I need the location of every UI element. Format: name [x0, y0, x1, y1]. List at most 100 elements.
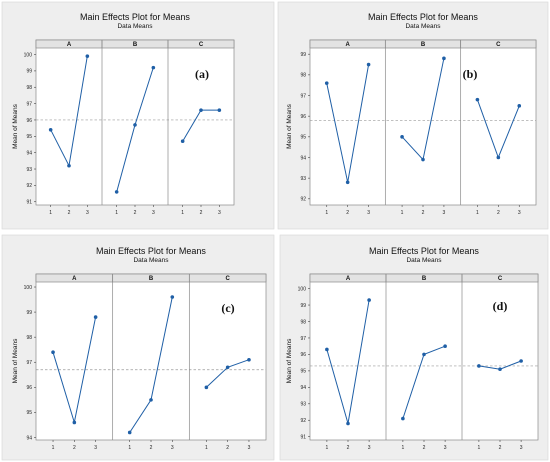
y-axis-label: Mean of Means	[286, 338, 293, 384]
factor-label: B	[133, 42, 138, 48]
panel-tag-label: (a)	[195, 67, 209, 81]
factor-label: B	[149, 276, 154, 282]
data-point	[443, 344, 447, 348]
x-tick-label: 3	[367, 210, 370, 216]
y-tick-label: 97	[300, 336, 306, 342]
panel-tag-label: (b)	[463, 67, 478, 81]
factor-label: A	[72, 276, 77, 282]
x-tick-label: 3	[152, 210, 155, 216]
x-tick-label: 2	[200, 210, 203, 216]
x-tick-label: 2	[73, 445, 76, 451]
y-tick-label: 96	[300, 352, 306, 358]
x-tick-label: 1	[325, 445, 328, 451]
y-tick-label: 95	[26, 410, 32, 416]
data-point	[346, 421, 350, 426]
data-point	[475, 97, 480, 102]
x-tick-label: 1	[128, 445, 131, 451]
y-tick-label: 100	[24, 52, 33, 58]
data-point	[324, 81, 329, 85]
x-tick-label: 2	[68, 210, 71, 216]
x-tick-label: 2	[226, 445, 229, 451]
chart-title: Main Effects Plot for Means	[96, 246, 206, 256]
y-tick-label: 98	[26, 335, 32, 341]
y-tick-label: 100	[298, 286, 307, 292]
data-point	[225, 365, 230, 370]
y-tick-label: 99	[26, 69, 32, 75]
y-tick-label: 94	[26, 435, 32, 441]
x-tick-label: 2	[347, 445, 350, 451]
data-point	[477, 364, 481, 368]
data-point	[247, 357, 251, 362]
y-axis-label: Mean of Means	[12, 103, 19, 149]
x-tick-label: 1	[401, 445, 404, 451]
data-point	[401, 416, 405, 421]
data-point	[217, 108, 222, 112]
x-tick-label: 1	[477, 445, 480, 451]
data-point	[366, 62, 371, 67]
data-point	[517, 104, 522, 108]
data-point	[496, 155, 501, 160]
plot-area	[35, 39, 235, 206]
factor-label: C	[199, 42, 204, 48]
x-tick-label: 1	[52, 445, 55, 451]
panel-tag-label: (d)	[493, 299, 508, 313]
data-point	[325, 347, 329, 352]
data-point	[400, 135, 404, 139]
data-point	[85, 54, 90, 58]
x-tick-label: 2	[422, 210, 425, 216]
y-tick-label: 100	[24, 285, 33, 291]
x-tick-label: 1	[49, 210, 52, 216]
y-tick-label: 98	[300, 319, 306, 325]
y-tick-label: 99	[300, 52, 306, 58]
y-tick-label: 95	[300, 369, 306, 375]
y-tick-label: 96	[26, 118, 32, 124]
factor-label: C	[498, 276, 503, 282]
x-tick-label: 3	[368, 445, 371, 451]
factor-label: B	[422, 276, 427, 282]
data-point	[170, 295, 175, 299]
data-point	[48, 127, 53, 132]
x-tick-label: 3	[218, 210, 221, 216]
y-tick-label: 92	[26, 183, 32, 189]
y-tick-label: 99	[26, 310, 32, 316]
chart-subtitle: Data Means	[133, 257, 169, 264]
y-tick-label: 97	[26, 360, 32, 366]
data-point	[442, 56, 446, 61]
factor-label: B	[421, 42, 426, 48]
y-tick-label: 99	[300, 303, 306, 309]
y-tick-label: 93	[300, 176, 306, 182]
factor-label: A	[67, 42, 72, 48]
x-tick-label: 3	[443, 210, 446, 216]
plot-area	[309, 273, 539, 441]
x-tick-label: 1	[325, 210, 328, 216]
data-point	[67, 163, 71, 168]
x-tick-label: 2	[150, 445, 153, 451]
y-tick-label: 98	[26, 85, 32, 91]
y-tick-label: 96	[26, 385, 32, 391]
x-tick-label: 3	[444, 445, 447, 451]
data-point	[51, 350, 55, 355]
y-tick-label: 92	[300, 418, 306, 424]
data-point	[367, 298, 371, 302]
data-point	[93, 315, 98, 319]
chart-subtitle: Data Means	[117, 23, 153, 30]
y-tick-label: 93	[300, 402, 306, 408]
data-point	[149, 398, 153, 402]
x-tick-label: 1	[181, 210, 184, 216]
y-tick-label: 95	[26, 134, 32, 140]
chart-title: Main Effects Plot for Means	[80, 12, 190, 22]
data-point	[421, 157, 425, 162]
data-point	[151, 65, 156, 70]
data-point	[180, 139, 185, 144]
factor-label: C	[496, 42, 501, 48]
y-tick-label: 98	[300, 73, 306, 79]
x-tick-label: 3	[520, 445, 523, 451]
x-tick-label: 3	[171, 445, 174, 451]
data-point	[114, 190, 119, 194]
y-tick-label: 91	[26, 200, 32, 206]
x-tick-label: 3	[518, 210, 521, 216]
